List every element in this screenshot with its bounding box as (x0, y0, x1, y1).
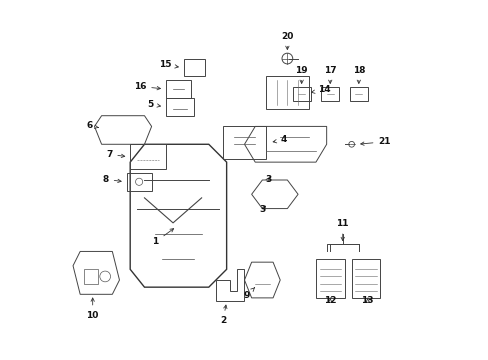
Bar (349, 87, 367, 102)
Text: 11: 11 (336, 220, 348, 240)
Text: 21: 21 (360, 137, 390, 146)
Text: 5: 5 (147, 100, 160, 109)
Text: 1: 1 (152, 229, 173, 246)
Bar (183, 59, 205, 76)
Bar (83, 269, 98, 284)
Bar (126, 173, 151, 191)
Text: 12: 12 (324, 296, 336, 305)
Bar (130, 144, 165, 169)
Bar (321, 87, 339, 102)
Text: 17: 17 (323, 66, 336, 84)
Text: 7: 7 (106, 150, 124, 159)
Text: 2: 2 (220, 305, 226, 325)
Text: 14: 14 (311, 85, 330, 94)
Text: 6: 6 (86, 121, 98, 130)
Text: 10: 10 (86, 298, 99, 320)
Text: 3: 3 (264, 175, 271, 184)
Bar (292, 87, 310, 102)
Text: 13: 13 (361, 296, 373, 305)
Text: 9: 9 (243, 288, 254, 300)
Text: 19: 19 (295, 66, 307, 84)
Text: 16: 16 (134, 82, 160, 91)
Text: 8: 8 (102, 175, 121, 184)
Text: 4: 4 (273, 135, 286, 144)
Text: 18: 18 (352, 66, 365, 84)
Text: 20: 20 (281, 32, 293, 49)
Text: 15: 15 (159, 60, 178, 69)
Text: 3: 3 (259, 205, 265, 214)
